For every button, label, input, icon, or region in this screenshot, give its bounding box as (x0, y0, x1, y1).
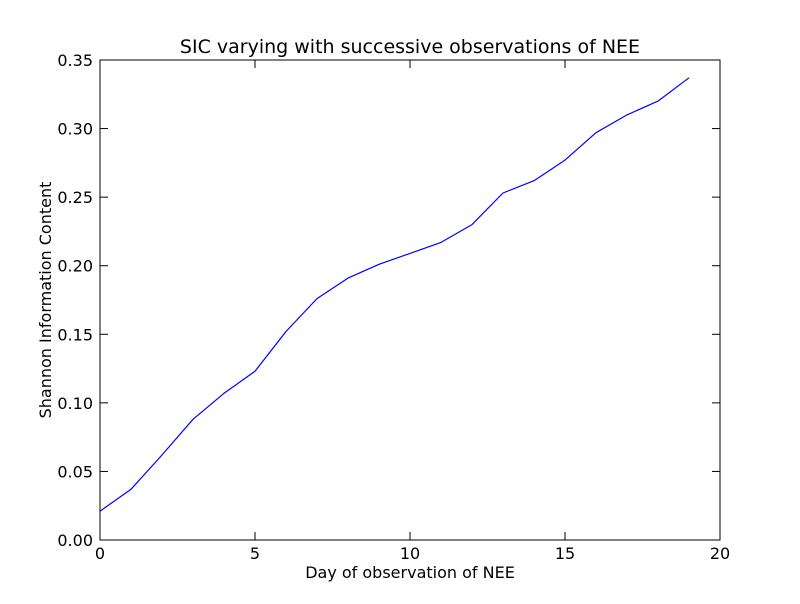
y-tick-label: 0.05 (57, 462, 93, 481)
y-tick-label: 0.25 (57, 188, 93, 207)
chart-title: SIC varying with successive observations… (180, 36, 640, 58)
x-tick-label: 0 (95, 544, 105, 563)
y-tick-label: 0.30 (57, 120, 93, 139)
y-axis-label: Shannon Information Content (36, 182, 55, 419)
y-tick-label: 0.15 (57, 325, 93, 344)
plot-frame (99, 59, 721, 541)
x-tick-label: 10 (400, 544, 420, 563)
x-tick-label: 15 (555, 544, 575, 563)
y-tick-label: 0.10 (57, 394, 93, 413)
series-line (99, 77, 690, 512)
x-tick-label: 20 (710, 544, 730, 563)
plot-area: 0 5 10 15 20 0.00 0.05 0.10 0.15 0.20 0.25 0.30 0.35 (57, 51, 730, 563)
x-axis-label: Day of observation of NEE (305, 563, 515, 582)
y-tick-label: 0.35 (57, 51, 93, 70)
y-tick-label: 0.20 (57, 257, 93, 276)
y-tick-label: 0.00 (57, 531, 93, 550)
x-tick-label: 5 (250, 544, 260, 563)
